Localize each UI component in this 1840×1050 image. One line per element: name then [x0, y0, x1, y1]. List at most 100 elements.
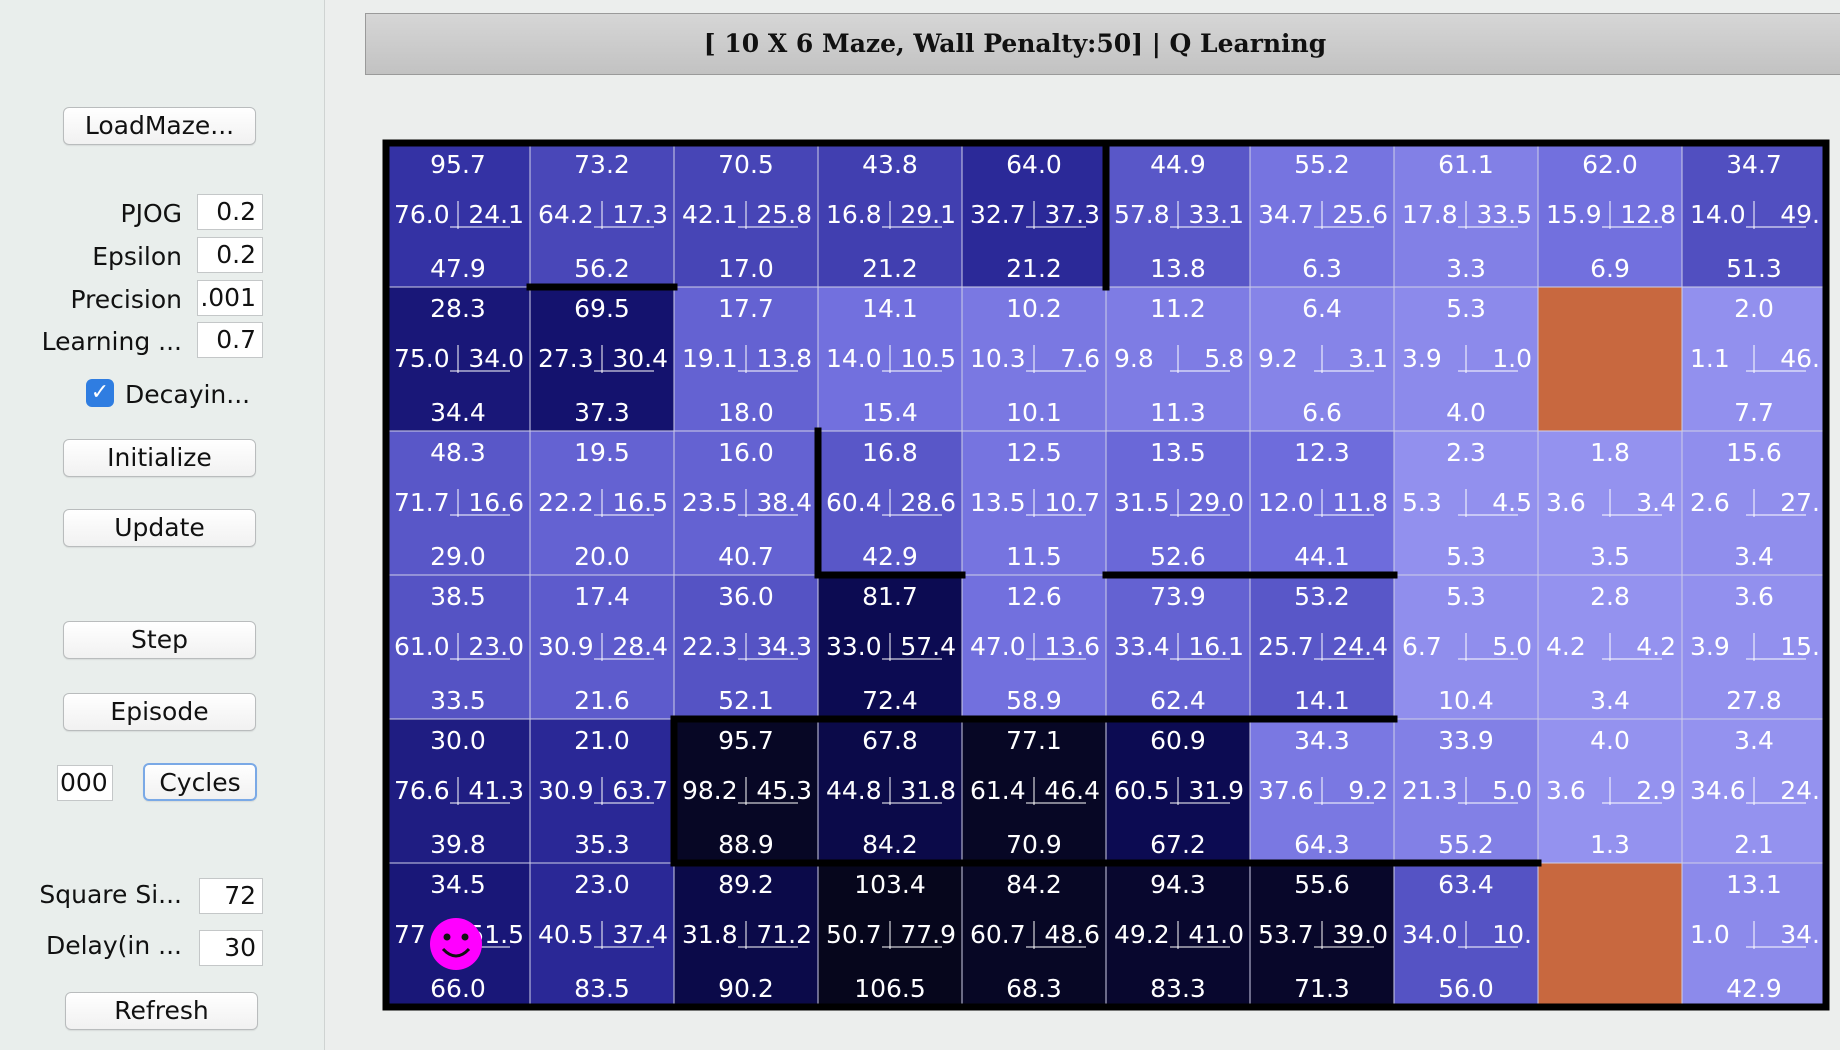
q-value-down: 10.4 — [1438, 686, 1494, 715]
update-button[interactable]: Update — [63, 509, 256, 547]
q-value-left: 44.8 — [826, 776, 882, 805]
q-value-down: 21.2 — [1006, 254, 1062, 283]
q-value-left: 3.9 — [1402, 344, 1442, 373]
q-value-down: 5.3 — [1446, 542, 1486, 571]
q-value-down: 3.3 — [1446, 254, 1486, 283]
q-value-down: 21.6 — [574, 686, 630, 715]
step-button[interactable]: Step — [63, 621, 256, 659]
q-value-down: 71.3 — [1294, 974, 1350, 1003]
cycles-count-field[interactable]: 000 — [57, 765, 113, 801]
q-value-left: 47.0 — [970, 632, 1026, 661]
maze-cell: 60.9 67.2 60.5 31.9 — [1105, 718, 1251, 864]
maze-cell: 16.0 40.7 23.5 38.4 — [673, 430, 819, 576]
q-value-up: 95.7 — [718, 726, 774, 755]
control-panel: LoadMaze... PJOG 0.2 Epsilon 0.2 Precisi… — [0, 0, 325, 1050]
maze-cell: 12.5 11.5 13.5 10.7 — [961, 430, 1107, 576]
q-value-right: 29.1 — [900, 200, 956, 229]
q-value-down: 56.2 — [574, 254, 630, 283]
q-value-right: 46. — [1780, 344, 1820, 373]
learning-rate-field[interactable]: 0.7 — [197, 322, 263, 358]
q-value-left: 12.0 — [1258, 488, 1314, 517]
q-value-down: 90.2 — [718, 974, 774, 1003]
q-value-down: 34.4 — [430, 398, 486, 427]
maze-title-bar: [ 10 X 6 Maze, Wall Penalty:50] | Q Lear… — [365, 13, 1840, 75]
q-value-right: 28.4 — [612, 632, 668, 661]
maze-cell: 12.3 44.1 12.0 11.8 — [1249, 430, 1395, 576]
precision-field[interactable]: .001 — [197, 280, 263, 316]
q-value-left: 1.0 — [1690, 920, 1730, 949]
q-value-up: 16.8 — [862, 438, 918, 467]
q-value-up: 17.7 — [718, 294, 774, 323]
cycles-button[interactable]: Cycles — [143, 763, 257, 801]
q-value-right: 5.0 — [1492, 632, 1532, 661]
q-value-right: 77.9 — [900, 920, 956, 949]
q-value-up: 11.2 — [1150, 294, 1206, 323]
load-maze-button[interactable]: LoadMaze... — [63, 107, 256, 145]
pjog-label: PJOG — [120, 199, 183, 228]
maze-cell: 28.3 34.4 75.0 34.0 — [385, 286, 531, 432]
q-value-right: 33.1 — [1188, 200, 1244, 229]
q-value-left: 33.0 — [826, 632, 882, 661]
q-value-up: 34.7 — [1726, 150, 1782, 179]
q-value-left: 15.9 — [1546, 200, 1602, 229]
q-value-right: 63.7 — [612, 776, 668, 805]
q-value-right: 48.6 — [1044, 920, 1100, 949]
q-value-down: 55.2 — [1438, 830, 1494, 859]
q-value-right: 34. — [1780, 920, 1820, 949]
q-value-down: 6.9 — [1590, 254, 1630, 283]
refresh-button[interactable]: Refresh — [65, 992, 258, 1030]
q-value-down: 37.3 — [574, 398, 630, 427]
maze-cell: 36.0 52.1 22.3 34.3 — [673, 574, 819, 720]
q-value-down: 56.0 — [1438, 974, 1494, 1003]
q-value-up: 44.9 — [1150, 150, 1206, 179]
q-value-right: 45.3 — [756, 776, 812, 805]
q-value-right: 3.4 — [1636, 488, 1676, 517]
q-value-down: 17.0 — [718, 254, 774, 283]
q-value-up: 3.6 — [1734, 582, 1774, 611]
agent-smile — [441, 947, 471, 958]
maze-cell: 77.1 70.9 61.4 46.4 — [961, 718, 1107, 864]
q-value-left: 23.5 — [682, 488, 738, 517]
q-value-left: 34.6 — [1690, 776, 1746, 805]
agent-eye — [443, 933, 451, 941]
decaying-checkbox[interactable]: ✓ — [86, 379, 114, 407]
q-value-down: 2.1 — [1734, 830, 1774, 859]
initialize-button[interactable]: Initialize — [63, 439, 256, 477]
epsilon-field[interactable]: 0.2 — [197, 237, 263, 273]
maze-cell: 13.1 42.9 1.0 34. — [1681, 862, 1827, 1008]
q-value-right: 33.5 — [1476, 200, 1532, 229]
maze-cell: 61.1 3.3 17.8 33.5 — [1393, 142, 1539, 288]
maze-cell: 21.0 35.3 30.9 63.7 — [529, 718, 675, 864]
q-value-left: 76.6 — [394, 776, 450, 805]
q-value-up: 3.4 — [1734, 726, 1774, 755]
q-value-down: 70.9 — [1006, 830, 1062, 859]
square-size-field[interactable]: 72 — [199, 878, 263, 914]
q-value-down: 39.8 — [430, 830, 486, 859]
q-value-left: 3.6 — [1546, 776, 1586, 805]
maze-cell: 48.3 29.0 71.7 16.6 — [385, 430, 531, 576]
maze-cell: 73.9 62.4 33.4 16.1 — [1105, 574, 1251, 720]
q-value-down: 4.0 — [1446, 398, 1486, 427]
pjog-field[interactable]: 0.2 — [197, 194, 263, 230]
q-value-left: 10.3 — [970, 344, 1026, 373]
q-value-up: 33.9 — [1438, 726, 1494, 755]
q-value-left: 40.5 — [538, 920, 594, 949]
maze-cell: 34.7 51.3 14.0 49. — [1681, 142, 1827, 288]
maze-cell: 69.5 37.3 27.3 30.4 — [529, 286, 675, 432]
q-value-left: 1.1 — [1690, 344, 1730, 373]
maze-cell: 63.4 56.0 34.0 10. — [1393, 862, 1539, 1008]
q-value-right: 16.1 — [1188, 632, 1244, 661]
q-value-left: 49.2 — [1114, 920, 1170, 949]
q-value-left: 37.6 — [1258, 776, 1314, 805]
q-value-down: 1.3 — [1590, 830, 1630, 859]
episode-button[interactable]: Episode — [63, 693, 256, 731]
q-value-right: 3.1 — [1348, 344, 1388, 373]
q-value-left: 53.7 — [1258, 920, 1314, 949]
maze-cell: 43.8 21.2 16.8 29.1 — [817, 142, 963, 288]
q-value-left: 6.7 — [1402, 632, 1442, 661]
q-value-up: 23.0 — [574, 870, 630, 899]
q-value-up: 36.0 — [718, 582, 774, 611]
q-value-left: 14.0 — [826, 344, 882, 373]
delay-field[interactable]: 30 — [199, 930, 263, 966]
